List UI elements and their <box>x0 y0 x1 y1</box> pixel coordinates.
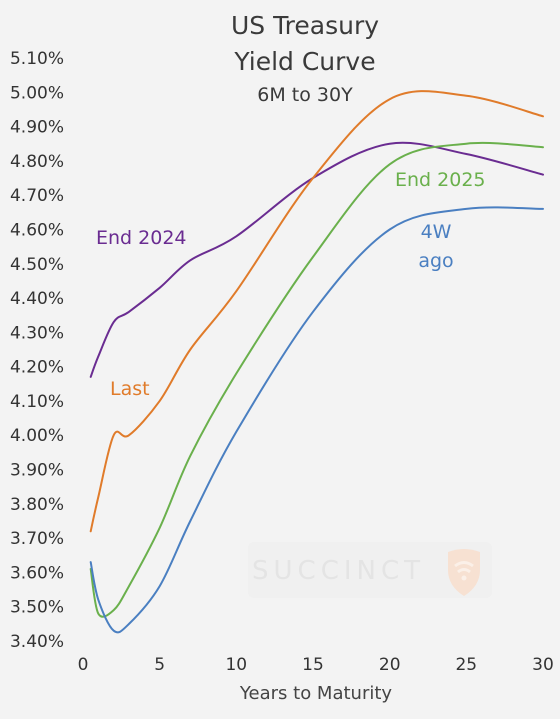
watermark-text: SUCCINCT <box>252 556 425 586</box>
series-label-end-2025: End 2025 <box>395 169 486 191</box>
x-tick-label: 5 <box>154 655 165 675</box>
y-tick-label: 4.20% <box>10 358 64 378</box>
y-tick-label: 4.80% <box>10 152 64 172</box>
y-tick-label: 3.50% <box>10 598 64 618</box>
y-tick-label: 3.80% <box>10 495 64 515</box>
y-tick-label: 3.70% <box>10 529 64 549</box>
chart-subtitle: 6M to 30Y <box>257 84 353 106</box>
series-label-4w-ago: 4W ago <box>418 221 453 272</box>
x-axis-label: Years to Maturity <box>239 683 392 704</box>
x-tick-label: 20 <box>379 655 401 675</box>
x-axis-ticks: 0 5 10 15 20 25 30 <box>78 655 554 675</box>
x-tick-label: 30 <box>532 655 554 675</box>
wifi-shield-logo-icon <box>448 549 480 596</box>
series-label-end-2024: End 2024 <box>96 227 187 249</box>
series-line-end-2025 <box>89 141 544 618</box>
y-tick-label: 3.90% <box>10 461 64 481</box>
y-tick-label: 5.00% <box>10 83 64 103</box>
y-axis-ticks: 3.40% 3.50% 3.60% 3.70% 3.80% 3.90% 4.00% 4.10%… <box>10 49 64 652</box>
x-tick-label: 0 <box>78 655 89 675</box>
x-tick-label: 15 <box>302 655 324 675</box>
y-tick-label: 4.50% <box>10 255 64 275</box>
x-tick-label: 10 <box>225 655 247 675</box>
y-tick-label: 4.90% <box>10 118 64 138</box>
series-lines <box>89 90 544 634</box>
y-tick-label: 5.10% <box>10 49 64 69</box>
series-line-end-2024 <box>89 141 544 378</box>
series-line-last <box>89 90 544 533</box>
watermark: SUCCINCT <box>248 542 492 598</box>
chart-title-line-2: Yield Curve <box>233 47 375 76</box>
series-line-4w-ago <box>89 206 544 634</box>
series-labels: End 2024 Last End 2025 4W ago <box>96 169 486 400</box>
y-tick-label: 4.10% <box>10 392 64 412</box>
y-tick-label: 3.60% <box>10 563 64 583</box>
series-label-last: Last <box>110 378 150 400</box>
x-tick-label: 25 <box>455 655 477 675</box>
y-tick-label: 4.60% <box>10 221 64 241</box>
watermark-background <box>248 542 492 598</box>
y-tick-label: 4.30% <box>10 323 64 343</box>
y-tick-label: 4.40% <box>10 289 64 309</box>
chart-title: US Treasury <box>231 11 379 40</box>
y-tick-label: 4.00% <box>10 426 64 446</box>
y-tick-label: 4.70% <box>10 186 64 206</box>
y-tick-label: 3.40% <box>10 632 64 652</box>
